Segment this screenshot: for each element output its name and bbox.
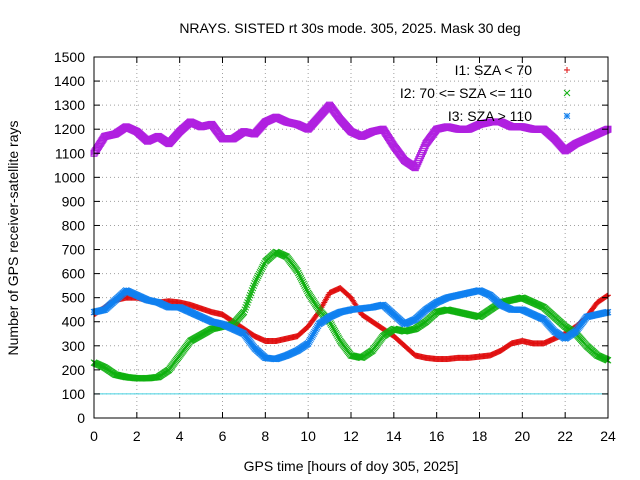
y-tick-label: 400	[62, 314, 86, 330]
data-point-interp	[334, 112, 342, 120]
series-3	[90, 287, 612, 363]
data-point-interp	[252, 278, 259, 285]
data-point-interp	[294, 269, 302, 277]
data-point-interp	[256, 269, 264, 276]
legend: I1: SZA < 70 I2: 70 <= SZA <= 110 I3: SZA …	[400, 62, 571, 124]
x-tick-label: 20	[515, 428, 531, 444]
data-points	[90, 101, 612, 382]
data-point-interp	[346, 293, 353, 300]
chart-title: NRAYS. SISTED rt 30s mode. 305, 2025. Ma…	[179, 20, 520, 36]
x-tick-label: 4	[176, 428, 184, 444]
y-axis-title: Number of GPS receiver-satellite rays	[5, 121, 21, 356]
legend-label: I3: SZA > 110	[448, 108, 532, 124]
x-tick-label: 8	[261, 428, 269, 444]
y-tick-label: 1000	[54, 169, 85, 185]
x-tick-label: 22	[557, 428, 573, 444]
data-point-interp	[257, 267, 265, 274]
y-tick-label: 700	[62, 242, 86, 258]
data-point-interp	[303, 325, 310, 332]
data-point-interp	[253, 276, 260, 283]
data-point-interp	[430, 129, 438, 137]
y-tick-label: 300	[62, 338, 86, 354]
data-point-interp	[303, 285, 310, 293]
data-point-interp	[239, 309, 247, 317]
data-point-interp	[328, 321, 335, 329]
series-4	[90, 101, 612, 172]
x-axis-title: GPS time [hours of doy 305, 2025]	[244, 458, 459, 474]
data-point-interp	[173, 131, 181, 139]
data-point-interp	[332, 329, 340, 337]
data-point-interp	[603, 308, 611, 316]
data-point-interp	[293, 266, 300, 274]
data-point-interp	[312, 116, 320, 124]
x-tick-label: 16	[429, 428, 445, 444]
y-tick-label: 200	[62, 362, 86, 378]
data-point-interp	[333, 331, 341, 338]
y-tick-label: 100	[62, 386, 86, 402]
data-point-interp	[506, 341, 513, 348]
data-point-interp	[334, 332, 341, 340]
data-point-interp	[300, 280, 308, 288]
data-point-interp	[301, 282, 308, 289]
x-tick-label: 10	[300, 428, 316, 444]
data-point-interp	[254, 272, 262, 280]
legend-marker	[563, 112, 571, 120]
x-tick-label: 14	[386, 428, 402, 444]
legend-label: I2: 70 <= SZA <= 110	[400, 85, 532, 101]
data-point-interp	[329, 324, 337, 332]
y-tick-label: 1100	[55, 145, 85, 161]
legend-label: I1: SZA < 70	[455, 62, 533, 78]
axis-ticks	[93, 56, 609, 419]
y-tick-label: 1300	[54, 97, 85, 113]
x-tick-label: 18	[472, 428, 488, 444]
data-point-interp	[258, 265, 266, 273]
y-tick-label: 800	[62, 217, 86, 233]
data-point-interp	[409, 162, 417, 170]
x-tick-label: 6	[219, 428, 227, 444]
data-point-interp	[592, 301, 599, 308]
data-point-interp	[250, 282, 258, 289]
data-point-interp	[216, 131, 224, 139]
data-point-interp	[303, 287, 311, 295]
x-tick-label: 24	[600, 428, 616, 444]
data-point-interp	[398, 153, 406, 161]
data-point-interp	[328, 323, 336, 330]
data-point-interp	[255, 270, 263, 278]
y-tick-label: 0	[77, 410, 85, 426]
x-tick-label: 0	[90, 428, 98, 444]
data-point-interp	[298, 276, 306, 284]
x-tick-label: 2	[133, 428, 141, 444]
x-tick-label: 12	[343, 428, 359, 444]
data-point-interp	[330, 326, 338, 334]
data-point-interp	[259, 263, 267, 271]
y-tick-label: 600	[62, 266, 86, 282]
series-2	[90, 248, 612, 382]
legend-marker	[564, 67, 570, 73]
y-tick-label: 1400	[54, 73, 85, 89]
y-tick-label: 1500	[54, 49, 85, 65]
data-point-interp	[331, 328, 339, 335]
y-tick-label: 500	[62, 290, 86, 306]
data-point-interp	[260, 261, 267, 269]
data-point-interp	[302, 284, 309, 291]
x-tick-labels: 0 2 4 6 8 10 12 14 16 18 20 22 24	[90, 428, 616, 444]
series-1	[91, 285, 611, 363]
y-tick-label: 1200	[54, 121, 85, 137]
data-point-interp	[295, 271, 303, 279]
legend-marker	[563, 89, 571, 97]
data-point-interp	[253, 274, 261, 282]
data-point-interp	[419, 146, 427, 154]
y-tick-label: 900	[62, 193, 86, 209]
data-point-interp	[297, 275, 305, 282]
data-point-interp	[296, 273, 304, 280]
data-point-interp	[335, 334, 342, 342]
data-point-interp	[299, 278, 307, 286]
data-point-interp	[603, 356, 611, 364]
y-tick-labels: 0 100 200 300 400 500 600 700 800 900 1000 1100 1200…	[54, 49, 85, 426]
